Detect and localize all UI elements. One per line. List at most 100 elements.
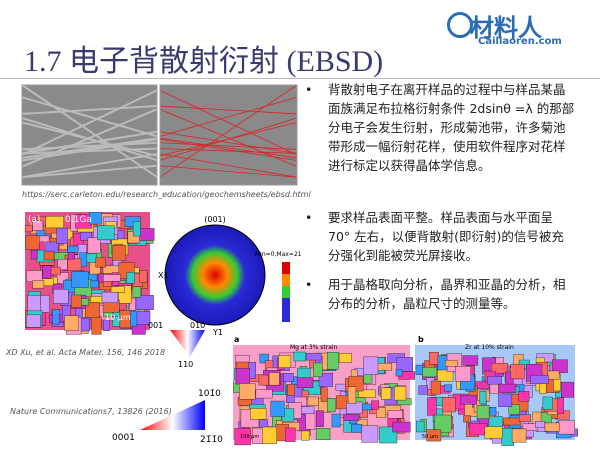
texture <box>262 426 277 445</box>
texture <box>387 410 403 419</box>
ipf-triangle <box>170 330 205 357</box>
texture <box>556 397 564 414</box>
bullet-text: 背散射电子在离开样品的过程中与样品某晶面族满足布拉格衍射条件 2dsinθ =λ… <box>328 82 575 173</box>
texture <box>56 227 68 244</box>
texture <box>487 376 502 385</box>
kikuchi-frame <box>159 84 298 186</box>
fig-label: (001) <box>204 215 226 224</box>
texture <box>53 289 69 304</box>
fig-label: b <box>418 335 424 344</box>
texture <box>110 286 125 293</box>
texture <box>287 384 295 396</box>
logo-text: 材料人 <box>470 14 542 42</box>
fig-label: 50 μm <box>422 434 438 440</box>
texture <box>102 274 121 282</box>
fig-label: 001 <box>148 321 163 330</box>
fig-label: Min=0,Max=21 <box>255 251 302 258</box>
texture <box>498 393 513 407</box>
texture <box>347 386 357 404</box>
texture <box>427 397 437 416</box>
fig-label: X1 <box>158 271 169 280</box>
texture <box>21 141 158 151</box>
texture <box>64 315 79 331</box>
texture <box>503 417 522 426</box>
texture <box>57 258 68 271</box>
texture <box>518 390 530 402</box>
texture <box>301 406 315 414</box>
texture <box>278 355 292 368</box>
fig-label: 0.1Ga <box>65 215 92 225</box>
texture <box>551 359 568 373</box>
texture <box>307 396 319 406</box>
texture <box>434 414 452 433</box>
texture <box>250 408 267 420</box>
texture <box>442 397 456 413</box>
bullet: • 用于晶格取向分析，晶界和亚晶的分析，相分布的分析，晶粒尺寸的测量等。 <box>305 275 575 313</box>
texture <box>21 130 158 155</box>
texture <box>97 225 115 241</box>
texture <box>235 368 250 385</box>
fig-label: Zr at 10% strain <box>465 344 514 351</box>
logo-url: Cailiaoren.com <box>478 36 562 47</box>
texture <box>52 309 60 325</box>
texture <box>460 395 478 405</box>
texture <box>558 420 575 435</box>
hex-triangle <box>140 400 205 430</box>
texture <box>24 224 33 233</box>
texture <box>45 241 59 254</box>
texture <box>508 404 520 415</box>
texture <box>259 353 269 364</box>
texture <box>112 244 127 261</box>
texture <box>313 362 323 378</box>
texture <box>159 108 298 168</box>
texture <box>159 96 298 137</box>
texture <box>21 108 158 168</box>
texture <box>479 391 487 405</box>
texture <box>358 389 376 398</box>
texture <box>416 420 425 433</box>
texture <box>95 257 106 268</box>
texture <box>445 359 458 367</box>
texture <box>418 385 428 395</box>
texture <box>426 429 442 442</box>
texture <box>510 363 525 380</box>
fig-label: 21̄1̄0 <box>200 435 223 445</box>
texture <box>316 410 324 427</box>
texture <box>343 413 360 421</box>
texture <box>268 372 280 386</box>
texture <box>159 90 298 156</box>
texture <box>491 362 508 374</box>
fig-label: 100 μm <box>240 434 259 440</box>
slide-title: 1.7 电子背散射衍射 (EBSD) <box>24 45 384 78</box>
texture <box>296 377 314 389</box>
texture <box>331 413 341 428</box>
texture <box>511 428 527 443</box>
texture <box>21 105 158 115</box>
texture <box>42 265 52 279</box>
fig-label: 10 μm <box>105 313 131 322</box>
texture <box>159 84 298 178</box>
texture <box>315 428 331 440</box>
fig-label: Mg at 3% strain <box>290 344 338 351</box>
texture <box>21 96 158 138</box>
texture <box>130 310 138 327</box>
texture <box>71 271 89 288</box>
texture <box>159 153 298 178</box>
texture <box>361 425 379 443</box>
texture <box>101 291 119 303</box>
texture <box>139 270 148 283</box>
texture <box>21 137 158 159</box>
fig-label: 0001 <box>112 433 135 443</box>
texture <box>159 142 298 150</box>
texture <box>351 423 363 433</box>
caption: XD Xu, et al. Acta Mater. 156, 146 2018 <box>6 348 166 357</box>
texture <box>32 280 45 289</box>
texture <box>21 164 158 179</box>
texture <box>43 251 55 261</box>
texture <box>26 314 41 328</box>
texture <box>535 421 546 429</box>
fig-label: 101̄0 <box>198 389 221 399</box>
texture <box>444 384 452 392</box>
